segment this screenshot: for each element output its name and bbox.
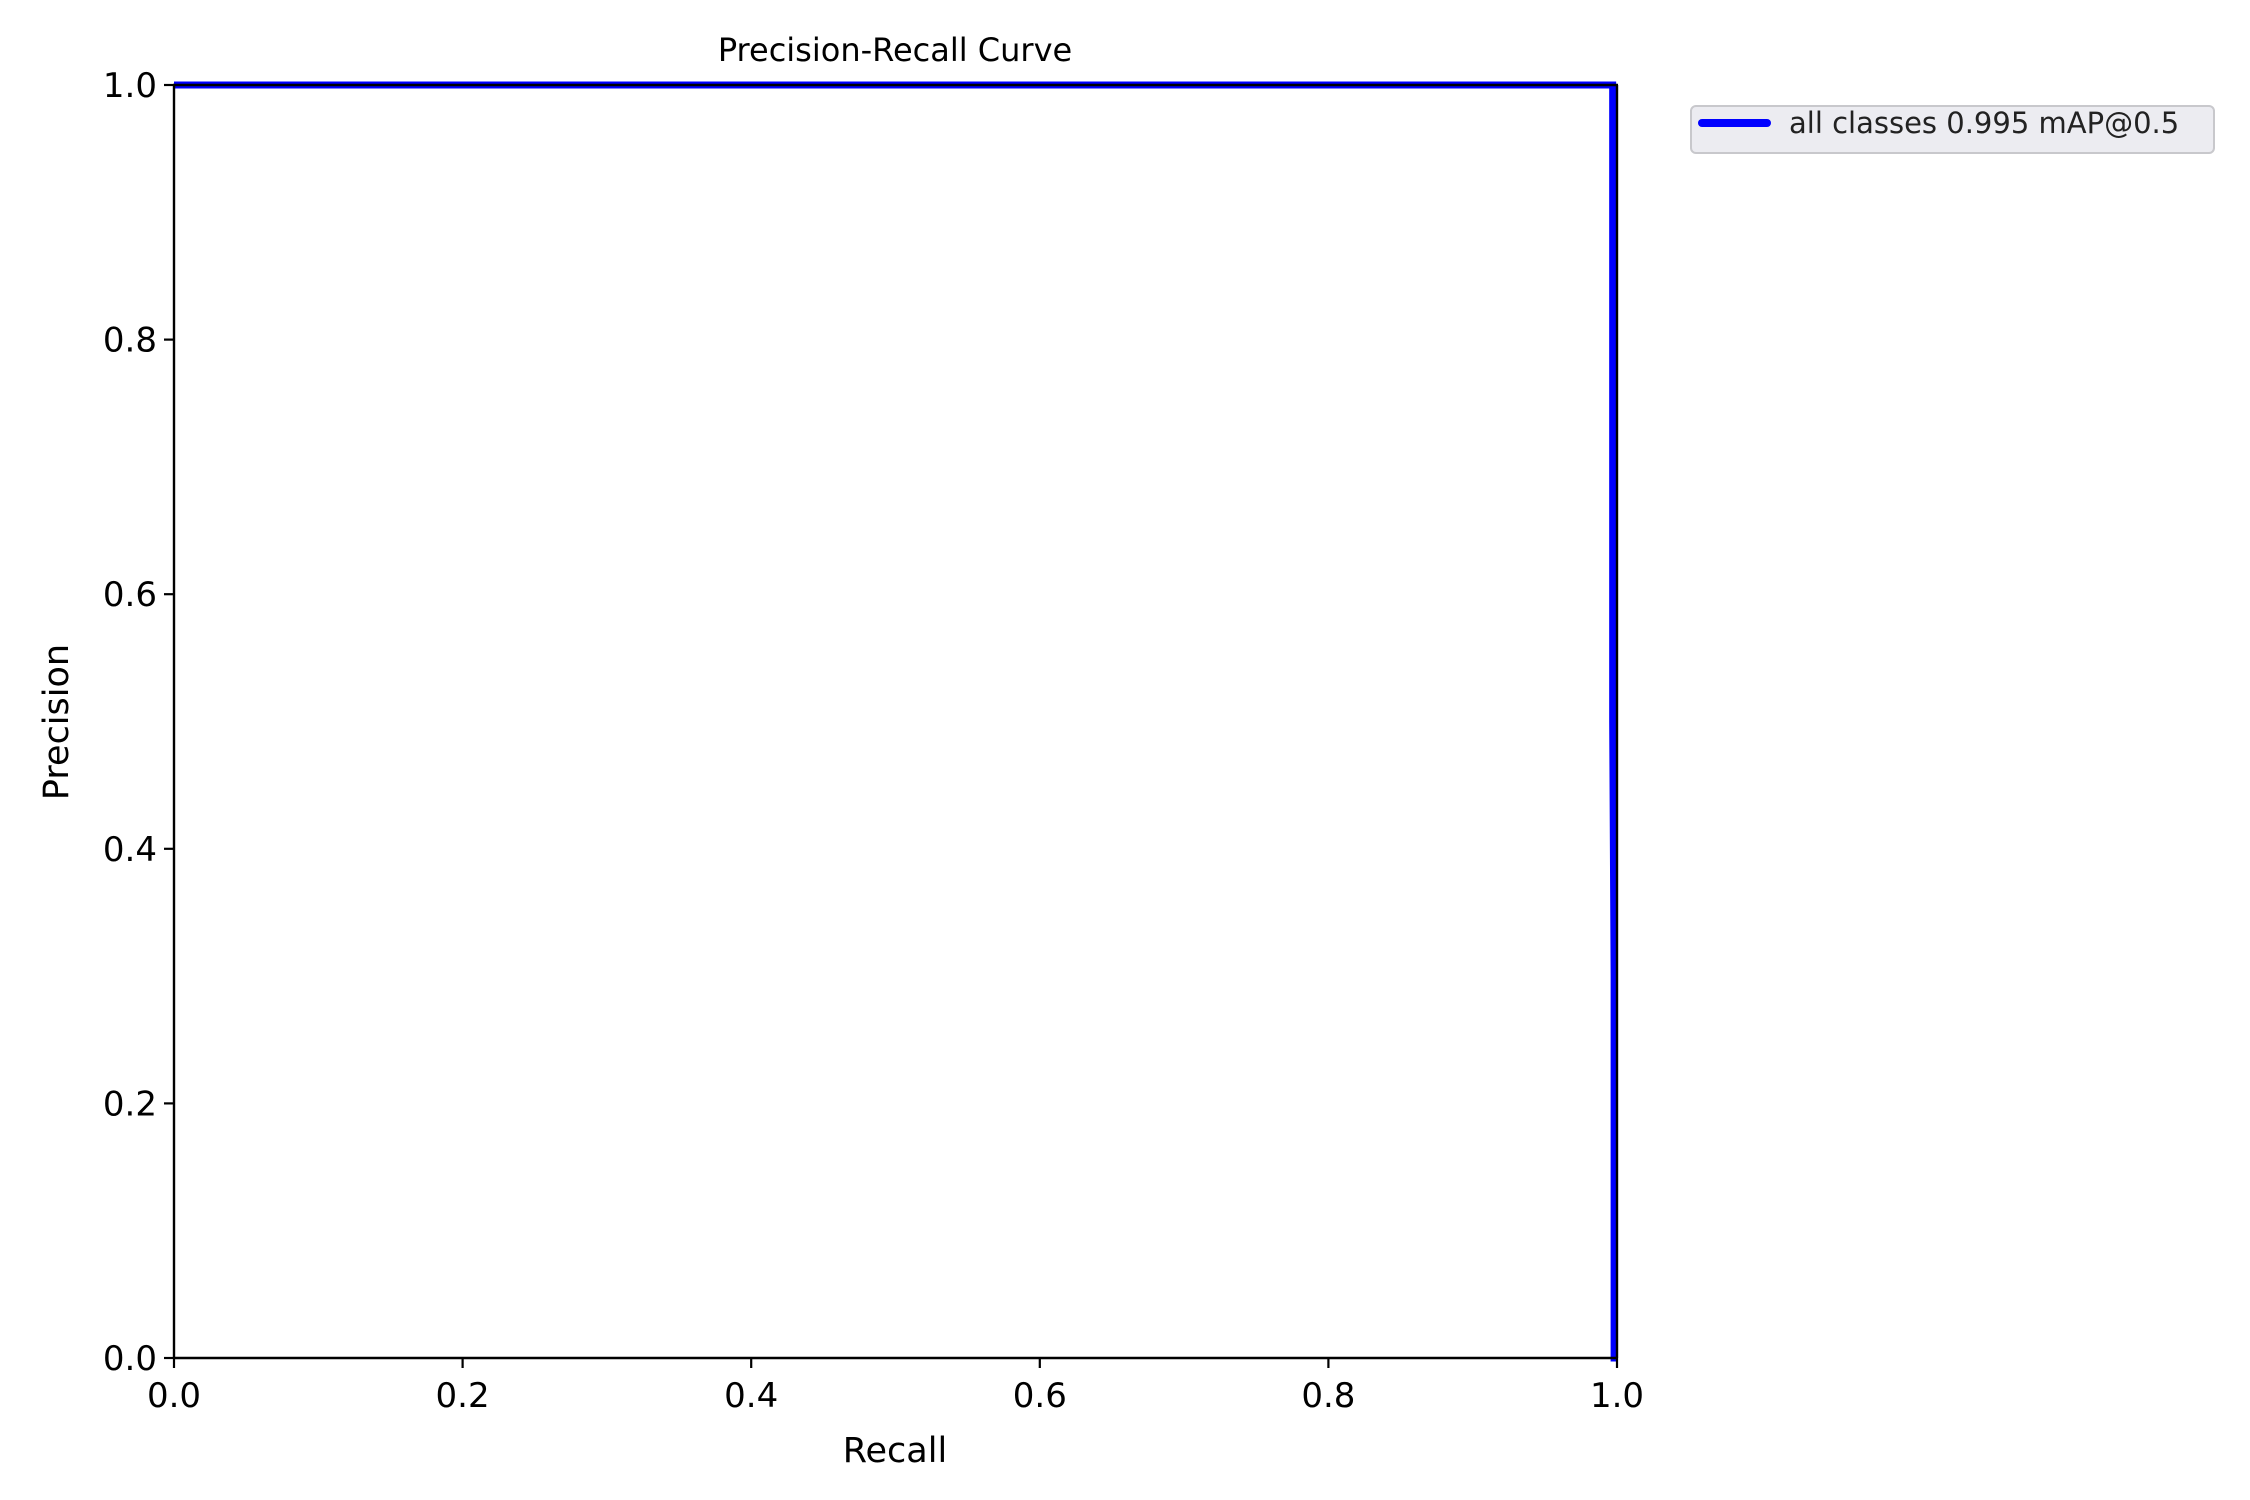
x-tick-label: 0.2: [436, 1376, 490, 1416]
y-axis-ticks: 0.0 0.2 0.4 0.6 0.8 1.0: [103, 66, 174, 1379]
x-axis-title: Recall: [843, 1431, 947, 1471]
x-tick-label: 0.8: [1301, 1376, 1355, 1416]
y-tick-label: 1.0: [103, 66, 157, 106]
y-tick-label: 0.6: [103, 575, 157, 615]
x-tick-label: 0.6: [1013, 1376, 1067, 1416]
y-tick-label: 0.0: [103, 1339, 157, 1379]
legend: all classes 0.995 mAP@0.5: [1690, 105, 2215, 154]
plot-area: [173, 85, 1617, 1358]
x-tick-label: 1.0: [1590, 1376, 1644, 1416]
chart-title: Precision-Recall Curve: [718, 31, 1072, 69]
x-axis-ticks: 0.0 0.2 0.4 0.6 0.8 1.0: [147, 1358, 1644, 1416]
y-tick-label: 0.4: [103, 830, 157, 870]
legend-entry-label: all classes 0.995 mAP@0.5: [1789, 106, 2179, 140]
y-tick-label: 0.8: [103, 321, 157, 361]
x-tick-label: 0.0: [147, 1376, 201, 1416]
y-axis-title: Precision: [37, 644, 77, 800]
y-tick-label: 0.2: [103, 1084, 157, 1124]
plot-background: [173, 85, 1617, 1358]
axes-frame: [172, 83, 1619, 1360]
x-tick-label: 0.4: [724, 1376, 778, 1416]
legend-box: [1690, 105, 2215, 154]
